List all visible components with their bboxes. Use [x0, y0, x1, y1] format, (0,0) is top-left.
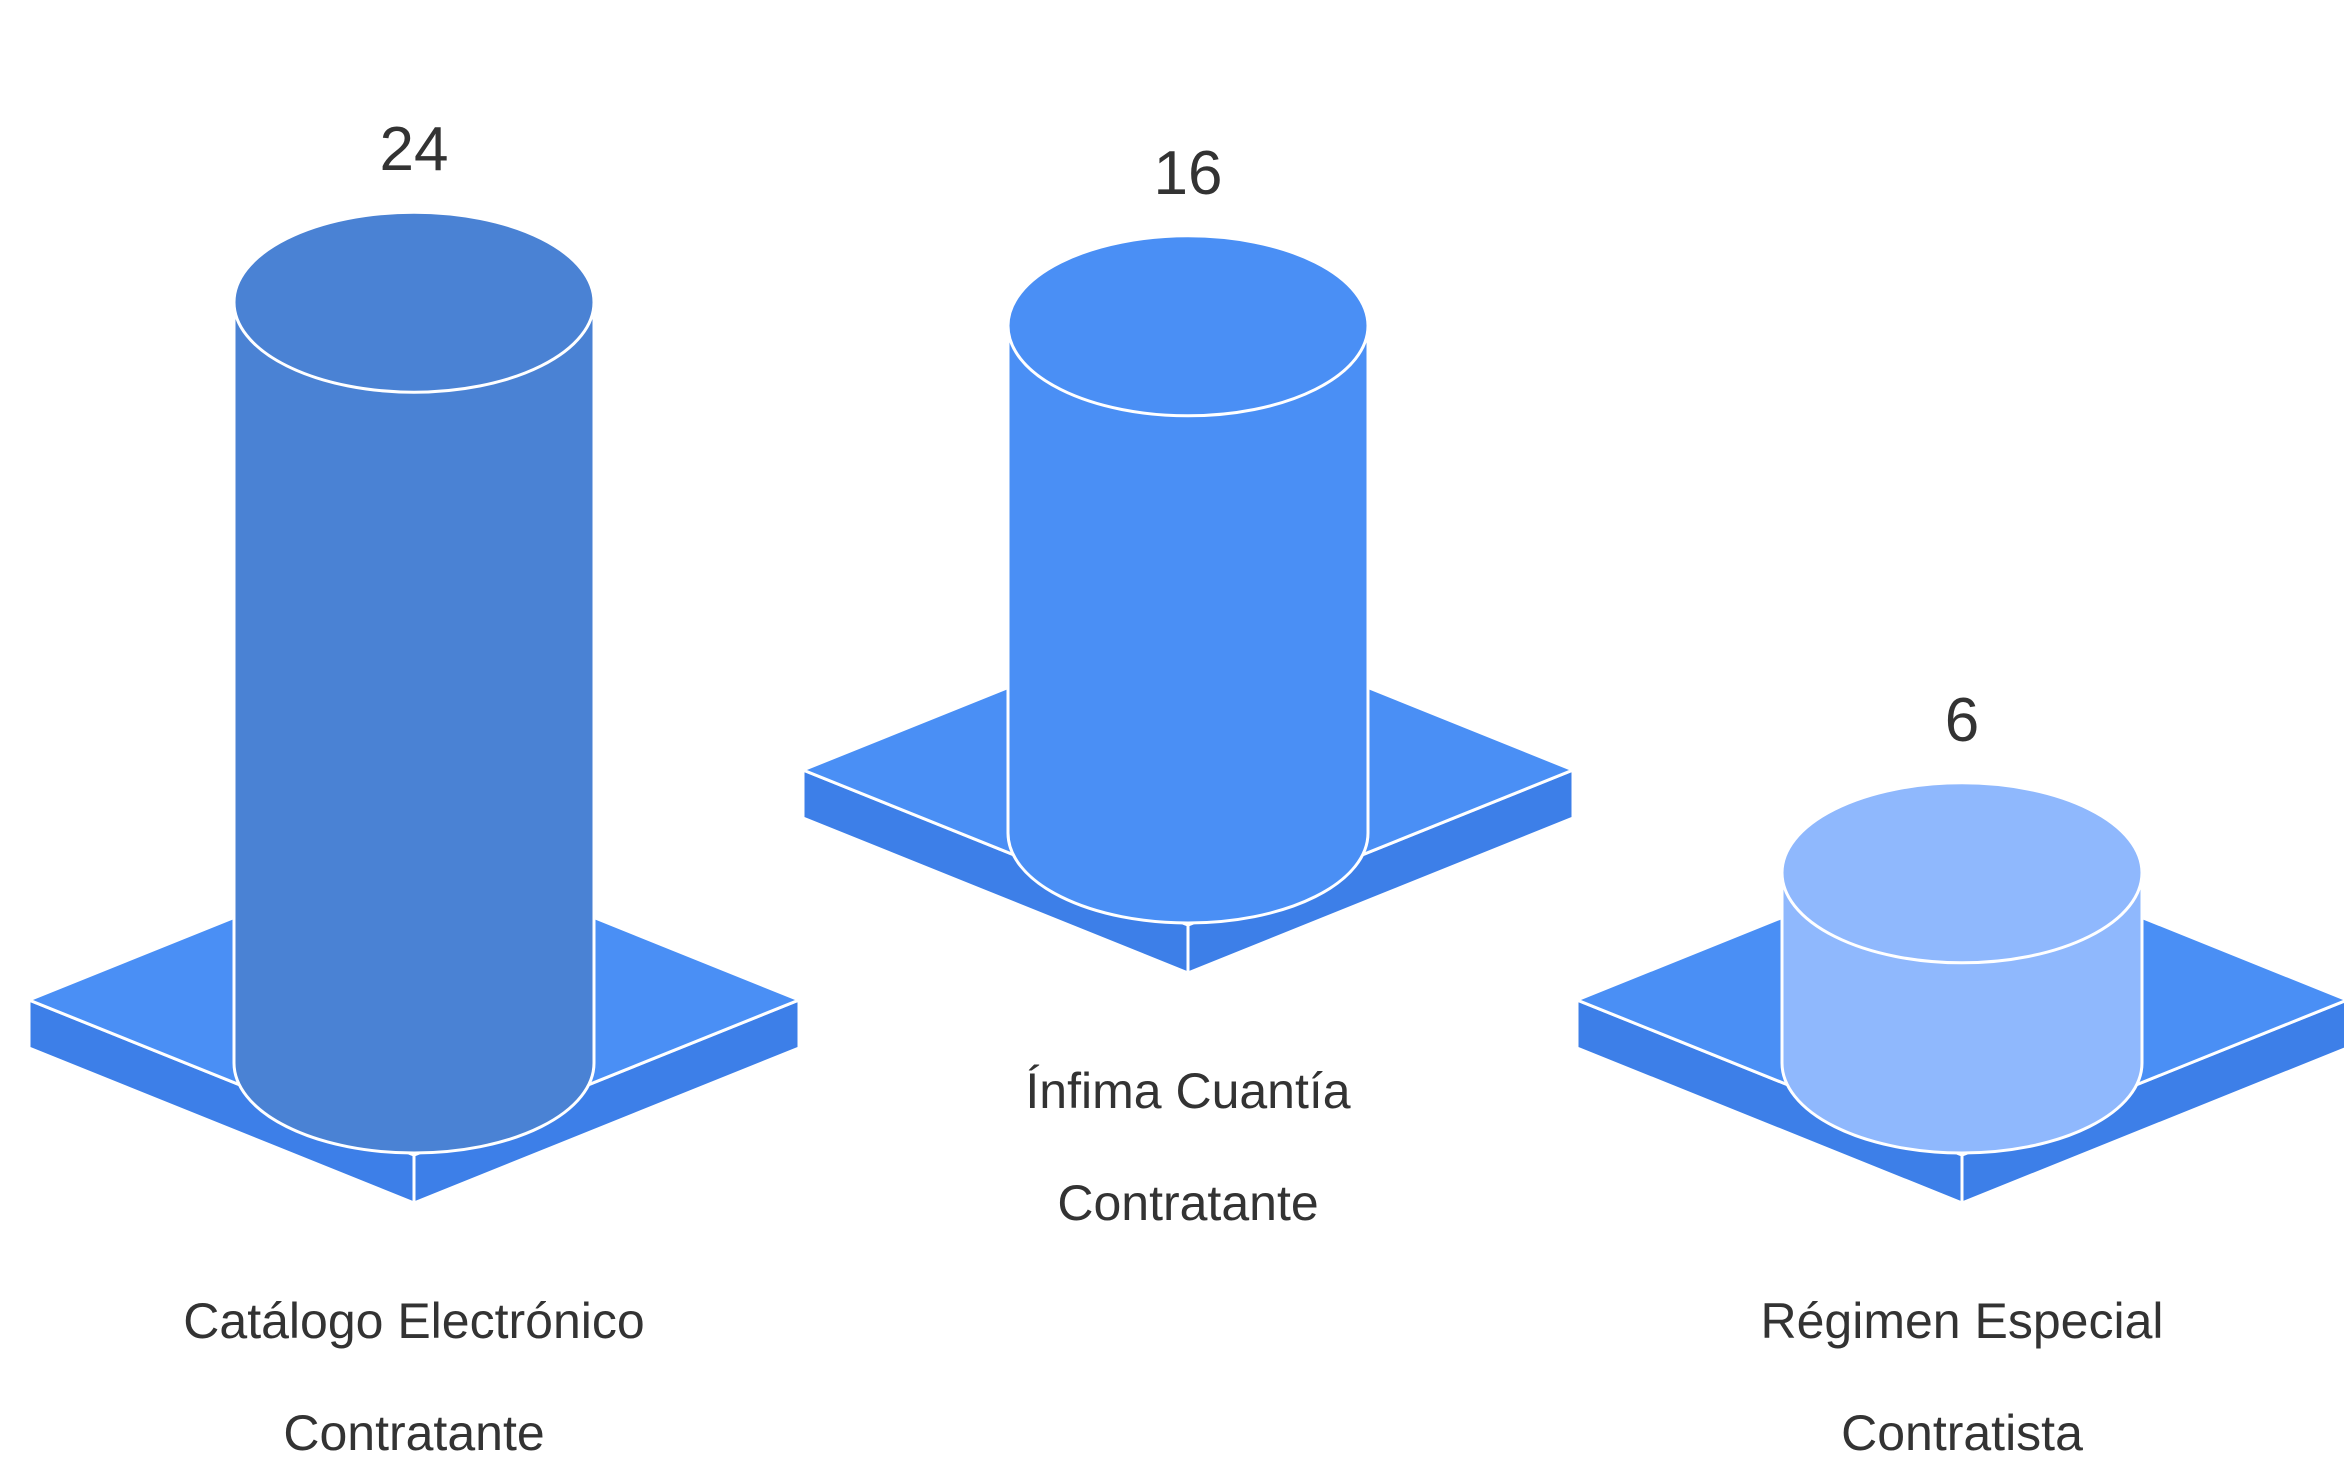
cylinder-body — [1006, 324, 1370, 925]
labels-layer: 24 Catálogo Electrónico Contratante 16 Ínfim… — [183, 115, 2163, 1461]
data-label: 24 — [380, 115, 449, 184]
category-label: Régimen Especial — [1761, 1293, 2164, 1349]
data-label: 16 — [1154, 139, 1223, 208]
bar-group — [798, 234, 1578, 976]
bar-group — [24, 210, 804, 1206]
cylinder-body — [232, 300, 596, 1155]
cylinder-top — [232, 210, 596, 394]
bars-layer — [24, 210, 2344, 1206]
category-label: Contratante — [283, 1405, 544, 1461]
bar-group — [1572, 781, 2344, 1206]
cylinder-top — [1006, 234, 1370, 418]
category-label: Contratista — [1841, 1405, 2083, 1461]
category-label: Catálogo Electrónico — [183, 1293, 644, 1349]
data-label: 6 — [1945, 686, 1979, 755]
category-label: Contratante — [1057, 1175, 1318, 1231]
cylinder-top — [1780, 781, 2144, 965]
category-label: Ínfima Cuantía — [1025, 1063, 1350, 1119]
